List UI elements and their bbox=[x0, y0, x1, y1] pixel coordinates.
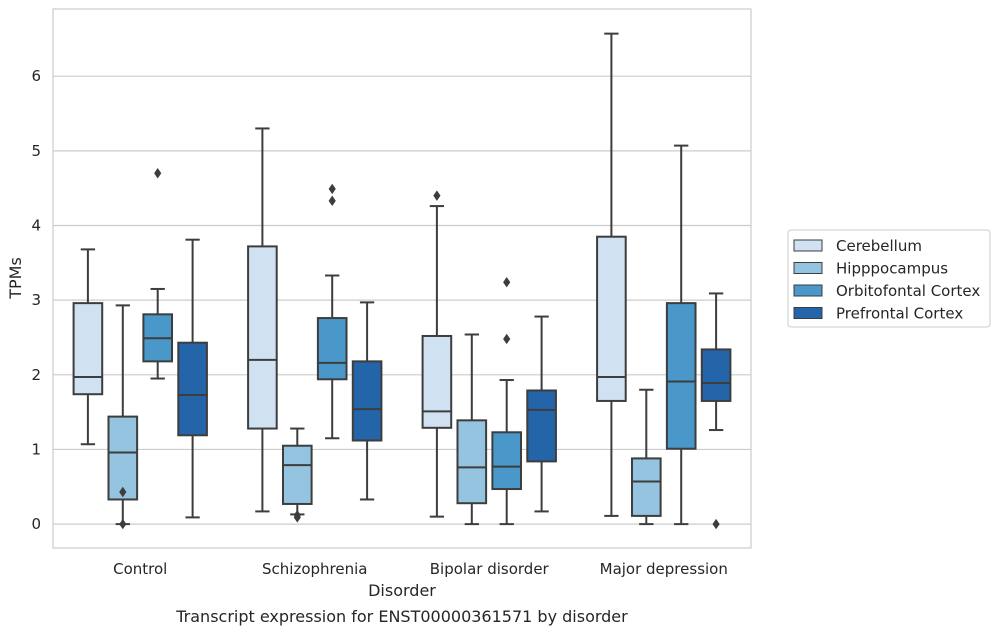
boxes bbox=[72, 32, 732, 530]
box-body bbox=[177, 341, 208, 437]
box-body bbox=[491, 431, 523, 491]
box-orbitofontal-cortex bbox=[142, 168, 174, 380]
legend-swatch bbox=[793, 239, 823, 252]
box-body bbox=[700, 348, 732, 402]
y-tick-label: 2 bbox=[31, 366, 41, 384]
box-prefrontal-cortex bbox=[526, 315, 557, 513]
box-body bbox=[421, 334, 453, 429]
legend-swatch bbox=[793, 262, 823, 274]
y-tick-label: 5 bbox=[31, 142, 41, 160]
box-body bbox=[107, 415, 139, 501]
y-axis-title: TPMs bbox=[6, 257, 25, 300]
x-tick-label: Schizophrenia bbox=[262, 560, 367, 578]
box-cerebellum bbox=[247, 127, 278, 513]
box-body bbox=[316, 317, 348, 381]
legend-label: Hipppocampus bbox=[836, 260, 948, 278]
y-tick-label: 3 bbox=[31, 291, 41, 309]
x-axis-title: Disorder bbox=[368, 581, 436, 600]
box-body bbox=[281, 444, 313, 505]
box-hipppocampus bbox=[630, 388, 662, 526]
y-tick-label: 0 bbox=[31, 515, 41, 533]
box-body bbox=[630, 457, 662, 517]
box-body bbox=[247, 245, 278, 430]
outlier-point bbox=[712, 518, 720, 530]
plot-frame bbox=[52, 8, 752, 549]
legend-frame bbox=[787, 229, 991, 328]
outlier-point bbox=[328, 195, 336, 207]
outlier-point bbox=[293, 512, 301, 523]
outlier-point bbox=[433, 190, 441, 201]
box-body bbox=[665, 302, 697, 450]
y-tick-labels: 0 1 2 3 4 5 6 bbox=[31, 67, 41, 533]
box-orbitofontal-cortex bbox=[665, 144, 697, 526]
y-tick-label: 4 bbox=[31, 216, 41, 234]
x-tick-label: Bipolar disorder bbox=[430, 560, 550, 578]
box-orbitofontal-cortex bbox=[491, 277, 523, 526]
x-tick-label: Major depression bbox=[600, 560, 728, 578]
x-tick-label: Control bbox=[113, 560, 167, 578]
box-body bbox=[526, 389, 557, 463]
box-cerebellum bbox=[596, 32, 627, 517]
outlier-point bbox=[503, 277, 511, 288]
box-prefrontal-cortex bbox=[177, 238, 208, 519]
x-tick-labels: Control Schizophrenia Bipolar disorder Majo… bbox=[113, 560, 728, 578]
outlier-point bbox=[154, 168, 162, 179]
box-cerebellum bbox=[72, 248, 104, 446]
outlier-point bbox=[503, 333, 511, 345]
y-tick-label: 1 bbox=[31, 440, 41, 458]
legend: Cerebellum Hipppocampus Orbitofontal Corte… bbox=[787, 229, 991, 328]
legend-label: Prefrontal Cortex bbox=[836, 305, 963, 323]
box-hipppocampus bbox=[281, 427, 313, 523]
box-prefrontal-cortex bbox=[351, 301, 383, 501]
outlier-point bbox=[119, 486, 127, 498]
box-orbitofontal-cortex bbox=[316, 183, 348, 440]
legend-swatch bbox=[793, 307, 823, 319]
outlier-point bbox=[328, 183, 336, 195]
chart-caption: Transcript expression for ENST0000036157… bbox=[175, 607, 628, 626]
box-body bbox=[456, 419, 488, 505]
box-hipppocampus bbox=[456, 333, 488, 526]
y-tick-label: 6 bbox=[31, 67, 41, 85]
box-body bbox=[72, 302, 104, 396]
legend-label: Orbitofontal Cortex bbox=[836, 282, 980, 300]
box-prefrontal-cortex bbox=[700, 292, 732, 530]
box-body bbox=[596, 235, 627, 402]
gridlines bbox=[53, 75, 751, 525]
box-cerebellum bbox=[421, 190, 453, 518]
box-body bbox=[351, 360, 383, 442]
legend-swatch bbox=[793, 284, 823, 297]
box-hipppocampus bbox=[107, 304, 139, 530]
legend-label: Cerebellum bbox=[836, 237, 922, 255]
outlier-point bbox=[119, 518, 127, 530]
